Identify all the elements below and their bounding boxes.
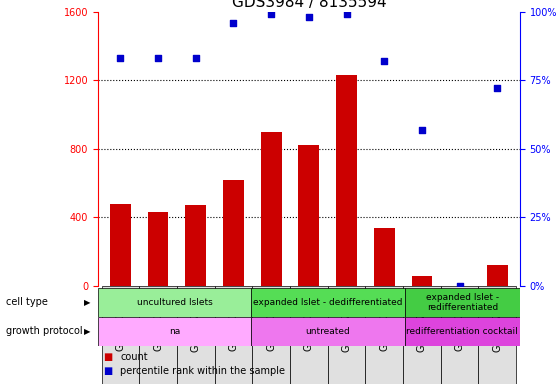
Point: [267, 11, 276, 17]
Text: ▶: ▶: [84, 327, 91, 336]
Bar: [403, 286, 440, 384]
Bar: [487, 265, 508, 286]
Point: [191, 55, 200, 61]
Bar: [405, 317, 520, 346]
Bar: [252, 317, 405, 346]
Text: ▶: ▶: [84, 298, 91, 307]
Bar: [290, 286, 328, 384]
Text: expanded Islet - dedifferentiated: expanded Islet - dedifferentiated: [253, 298, 403, 307]
Bar: [252, 288, 405, 317]
Bar: [374, 228, 395, 286]
Bar: [223, 180, 244, 286]
Bar: [102, 286, 139, 384]
Bar: [139, 286, 177, 384]
Text: cell type: cell type: [6, 297, 48, 308]
Point: [305, 14, 314, 20]
Text: growth protocol: growth protocol: [6, 326, 82, 336]
Text: untreated: untreated: [306, 327, 350, 336]
Point: [380, 58, 389, 64]
Bar: [366, 286, 403, 384]
Point: [493, 85, 502, 91]
Bar: [148, 212, 168, 286]
Point: [229, 20, 238, 26]
Bar: [177, 286, 215, 384]
Point: [455, 283, 464, 289]
Title: GDS3984 / 8135594: GDS3984 / 8135594: [231, 0, 386, 10]
Text: uncultured Islets: uncultured Islets: [137, 298, 212, 307]
Text: redifferentiation cocktail: redifferentiation cocktail: [406, 327, 518, 336]
Bar: [479, 286, 516, 384]
Bar: [98, 317, 252, 346]
Point: [154, 55, 163, 61]
Bar: [252, 286, 290, 384]
Text: expanded Islet -
redifferentiated: expanded Islet - redifferentiated: [426, 293, 499, 312]
Text: count: count: [120, 352, 148, 362]
Point: [342, 11, 351, 17]
Bar: [215, 286, 252, 384]
Point: [418, 126, 427, 132]
Text: ■: ■: [103, 352, 113, 362]
Bar: [299, 146, 319, 286]
Bar: [411, 276, 432, 286]
Bar: [98, 288, 252, 317]
Text: na: na: [169, 327, 180, 336]
Bar: [328, 286, 366, 384]
Bar: [261, 132, 282, 286]
Point: [116, 55, 125, 61]
Bar: [405, 288, 520, 317]
Bar: [110, 204, 131, 286]
Bar: [186, 205, 206, 286]
Bar: [336, 75, 357, 286]
Text: percentile rank within the sample: percentile rank within the sample: [120, 366, 285, 376]
Bar: [440, 286, 479, 384]
Text: ■: ■: [103, 366, 113, 376]
